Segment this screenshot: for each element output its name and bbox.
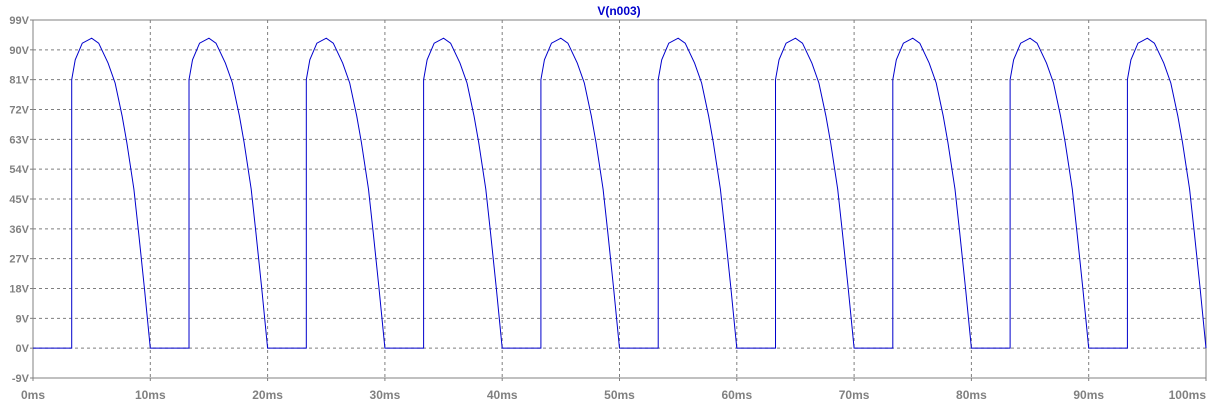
x-tick-label: 20ms <box>252 388 283 402</box>
trace-layer <box>33 37 1207 349</box>
x-tick-label: 80ms <box>956 388 987 402</box>
grid-lines <box>33 20 1206 378</box>
trace-line-v-n003[interactable] <box>33 37 1207 349</box>
trace-title[interactable]: V(n003) <box>597 4 640 18</box>
y-axis-tick-labels: -9V 0V 9V 18V 27V 36V 45V 54V 63V 72V 81V 90V 99V <box>9 15 33 385</box>
y-tick-label: 99V <box>9 15 29 27</box>
y-tick-label: 27V <box>9 254 29 266</box>
x-tick-label: 90ms <box>1073 388 1104 402</box>
y-tick-label: 90V <box>9 45 29 57</box>
y-tick-label: 54V <box>9 164 29 176</box>
y-tick-label: 45V <box>9 194 29 206</box>
x-tick-label: 70ms <box>839 388 870 402</box>
y-tick-label: 0V <box>16 343 30 355</box>
y-tick-label: 72V <box>9 105 29 117</box>
x-tick-label: 0ms <box>21 388 45 402</box>
y-tick-label: 63V <box>9 134 29 146</box>
x-tick-label: 60ms <box>721 388 752 402</box>
x-tick-label: 100ms <box>1169 388 1207 402</box>
x-tick-label: 10ms <box>135 388 166 402</box>
y-tick-label: 36V <box>9 224 29 236</box>
y-tick-label: -9V <box>12 373 30 385</box>
y-tick-label: 18V <box>9 284 29 296</box>
y-tick-label: 81V <box>9 75 29 87</box>
x-tick-label: 30ms <box>370 388 401 402</box>
x-tick-label: 50ms <box>604 388 635 402</box>
x-axis-tick-labels: 0ms 10ms 20ms 30ms 40ms 50ms 60ms 70ms 80ms 90ms 1… <box>21 378 1207 402</box>
x-tick-label: 40ms <box>487 388 518 402</box>
y-tick-label: 9V <box>16 313 30 325</box>
